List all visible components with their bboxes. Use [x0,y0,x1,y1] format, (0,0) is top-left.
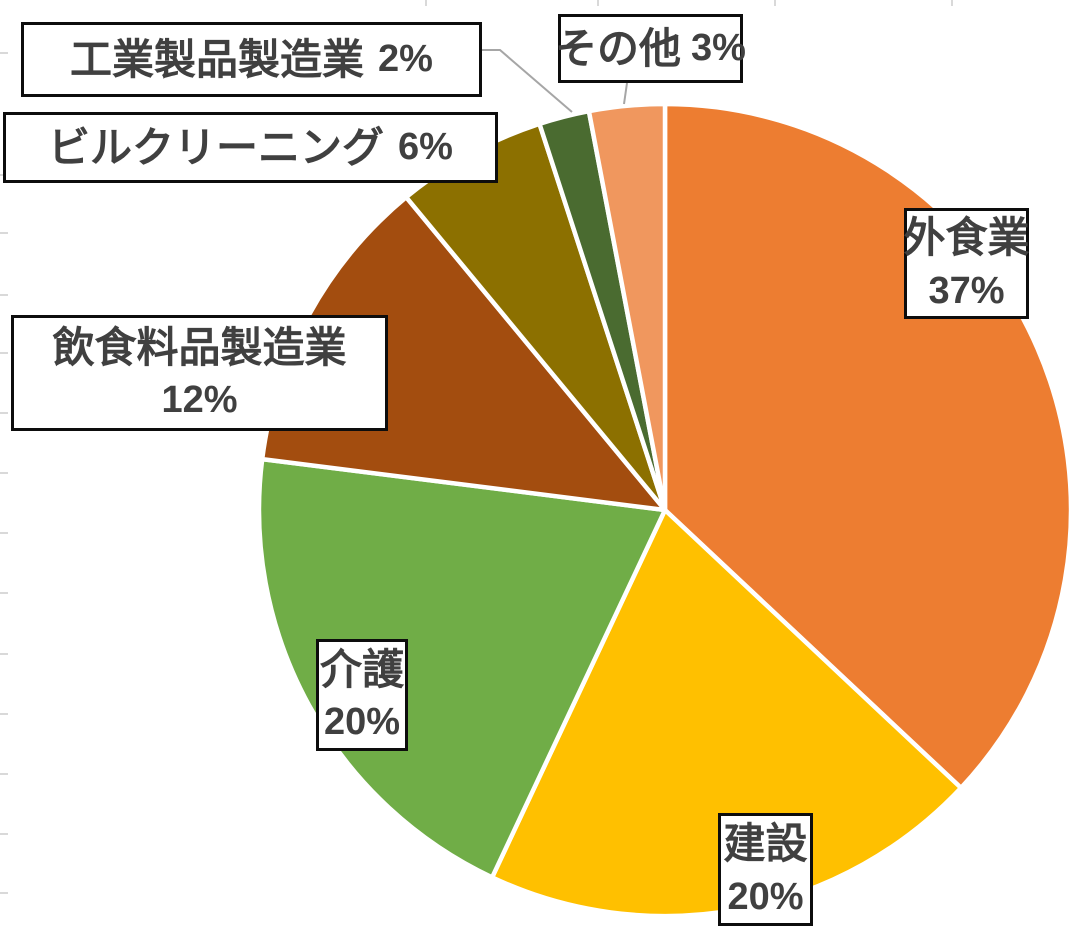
leader-line-sonota [623,82,628,105]
label-box-sonota: その他 3% [555,14,746,83]
label-box-inshokuryohin: 飲食料品製造業 12% [11,315,388,431]
pie-slice-sonota [586,101,668,513]
label-box-gaishoku: 外食業 37% [903,208,1030,319]
label-box-kaigo: 介護 20% [316,639,408,751]
label-box-kensetsu: 建設 20% [718,813,813,926]
label-building-clean-pct: 6% [398,126,453,169]
label-kogyo-seihin-pct: 2% [378,38,433,81]
label-gaishoku-name: 外食業 [903,214,1030,262]
label-inshokuryohin-name: 飲食料品製造業 [52,323,347,371]
label-kogyo-seihin-name: 工業製品製造業 [70,35,365,83]
label-sonota-name: その他 [555,24,682,72]
label-box-building-clean: ビルクリーニング 6% [3,112,498,183]
label-kensetsu-pct: 20% [727,875,804,918]
label-kensetsu-name: 建設 [723,820,808,868]
leader-line-kogyo-seihin [482,49,573,113]
label-building-clean-name: ビルクリーニング [48,123,385,171]
label-box-kogyo-seihin: 工業製品製造業 2% [21,22,482,97]
label-kaigo-name: 介護 [319,645,404,693]
label-kaigo-pct: 20% [323,701,401,744]
label-inshokuryohin-pct: 12% [161,379,238,422]
label-sonota-pct: 3% [691,27,746,70]
label-gaishoku-pct: 37% [928,269,1005,312]
pie-slice-kaigo [256,456,668,880]
